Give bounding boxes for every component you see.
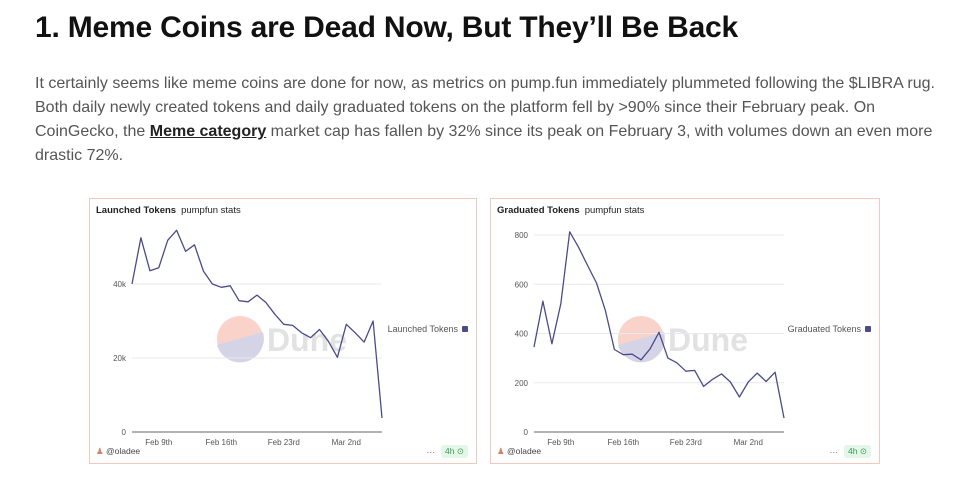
more-menu-button[interactable]: ··· — [829, 446, 839, 457]
y-tick-label: 0 — [524, 428, 529, 437]
x-tick-label: Feb 16th — [607, 438, 639, 447]
check-icon: ⊙ — [859, 446, 867, 456]
y-tick-label: 200 — [515, 379, 529, 388]
y-tick-label: 400 — [515, 330, 529, 339]
x-tick-label: Mar 2nd — [332, 438, 361, 447]
chart-title-text: Launched Tokens — [96, 205, 177, 216]
paragraph-text: market cap has fallen by 32% since its p… — [35, 123, 933, 164]
chart-svg: Dune 0 20k 40k Feb 9th Feb 16th Feb 23rd Mar 2n… — [113, 229, 383, 447]
y-tick-label: 20k — [113, 354, 127, 363]
x-tick-label: Mar 2nd — [734, 438, 763, 447]
author-link[interactable]: ♟ @oladee — [96, 446, 140, 457]
x-tick-label: Feb 23rd — [268, 438, 300, 447]
author-name: @oladee — [507, 446, 542, 456]
y-tick-label: 800 — [515, 231, 529, 240]
dune-watermark: Dune — [267, 322, 347, 358]
y-tick-label: 40k — [113, 280, 127, 289]
chart-svg: Dune 0 200 400 600 800 Feb 9th Feb 16th Feb 23rd… — [515, 231, 785, 447]
chart-subtitle: pumpfun stats — [584, 205, 645, 216]
x-tick-label: Feb 16th — [205, 438, 237, 447]
chart-title: Launched Tokens pumpfun stats — [96, 205, 241, 216]
y-tick-label: 0 — [122, 428, 127, 437]
article-heading: 1. Meme Coins are Dead Now, But They’ll … — [35, 11, 739, 44]
freshness-text: 4h — [848, 446, 858, 456]
chart-title: Graduated Tokens pumpfun stats — [497, 205, 644, 216]
series-line — [131, 229, 383, 418]
check-icon: ⊙ — [456, 446, 464, 456]
series-line — [533, 231, 785, 419]
y-tick-label: 600 — [515, 280, 529, 289]
chart-legend[interactable]: Graduated Tokens — [788, 324, 871, 334]
chart-subtitle: pumpfun stats — [181, 205, 241, 216]
freshness-badge: 4h ⊙ — [441, 445, 468, 458]
legend-label: Graduated Tokens — [787, 324, 861, 334]
legend-swatch — [865, 326, 871, 332]
launched-tokens-chart-card: Dune 0 20k 40k Feb 9th Feb 16th Feb 23rd Mar 2n… — [89, 198, 477, 464]
legend-label: Launched Tokens — [387, 324, 458, 334]
meme-category-link[interactable]: Meme category — [149, 123, 267, 140]
x-tick-label: Feb 23rd — [670, 438, 702, 447]
freshness-text: 4h — [445, 446, 455, 456]
dune-watermark: Dune — [668, 322, 748, 358]
author-name: @oladee — [106, 446, 141, 456]
freshness-badge: 4h ⊙ — [844, 445, 871, 458]
user-icon: ♟ — [96, 446, 104, 456]
user-icon: ♟ — [497, 446, 505, 456]
x-tick-label: Feb 9th — [547, 438, 574, 447]
author-link[interactable]: ♟ @oladee — [497, 446, 541, 457]
more-menu-button[interactable]: ··· — [426, 446, 436, 457]
chart-legend[interactable]: Launched Tokens — [388, 324, 468, 334]
dune-logo-icon — [217, 332, 264, 363]
graduated-tokens-chart-card: Dune 0 200 400 600 800 Feb 9th Feb 16th Feb 23rd… — [490, 198, 880, 464]
article-paragraph: It certainly seems like meme coins are d… — [35, 72, 935, 168]
chart-title-text: Graduated Tokens — [497, 205, 580, 216]
legend-swatch — [462, 326, 468, 332]
paragraph-text: It certainly seems like meme coins are d… — [35, 75, 935, 140]
x-tick-label: Feb 9th — [145, 438, 172, 447]
